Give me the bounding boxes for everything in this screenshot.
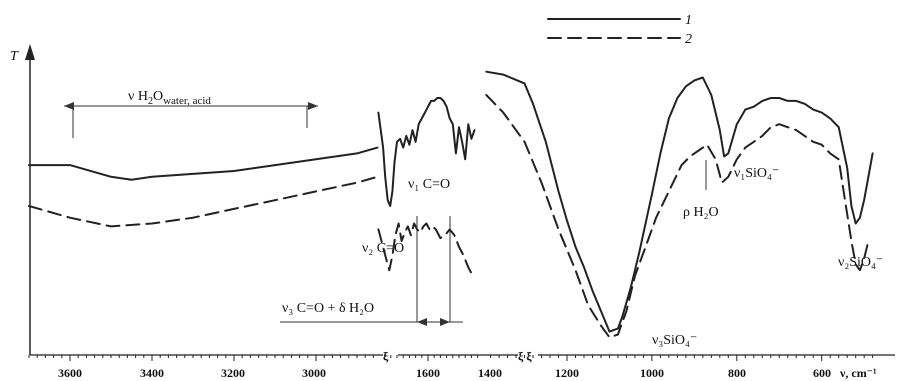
tick-600: 600: [813, 366, 831, 380]
tick-1400: 1400: [478, 366, 502, 380]
series-1-segment-2: [377, 97, 476, 207]
axis-break-1: ξ: [383, 349, 389, 363]
y-axis-label: T: [10, 49, 19, 64]
axis-break-2: ξ ξ: [518, 349, 532, 363]
annotation-v3-co: ν₃ C=O + δ H₂O: [282, 301, 374, 316]
tick-1000: 1000: [640, 366, 664, 380]
series-2-segment-2: [377, 222, 476, 278]
tick-3400: 3400: [140, 366, 164, 380]
y-axis-arrow: [25, 44, 35, 60]
water-acid-arrow-right: [308, 102, 318, 110]
annotation-v3-sio4: ν₃SiO₄⁻: [652, 333, 697, 348]
annotation-v2-co: ν₂ C=O: [362, 241, 404, 256]
tick-3000: 3000: [302, 366, 326, 380]
annotation-v2-sio4: ν₂SiO₄⁻: [838, 255, 883, 270]
v3co-arrow-2: [440, 318, 450, 326]
legend-2-label: 2: [685, 32, 692, 47]
v3co-arrow-1: [417, 318, 427, 326]
water-acid-arrow-left: [64, 102, 74, 110]
x-axis-minor-ticks: [28, 355, 874, 361]
tick-3200: 3200: [221, 366, 245, 380]
annotation-water-acid: ν H2Owater, acid: [64, 89, 318, 138]
x-axis-label: ν, cm⁻¹: [839, 366, 877, 380]
annotation-v1-co: ν₁ C=O: [408, 177, 450, 192]
series-1-curve: [28, 70, 874, 333]
series-2-segment-3: [485, 94, 870, 339]
water-acid-label: ν H2Owater, acid: [128, 89, 211, 107]
tick-3600: 3600: [58, 366, 82, 380]
series-1-segment-3: [485, 70, 874, 333]
legend-1-label: 1: [685, 13, 692, 28]
annotation-v1-sio4: ν₁SiO₄⁻: [734, 166, 779, 181]
legend: 1 2: [547, 13, 692, 47]
tick-1200: 1200: [555, 366, 579, 380]
tick-800: 800: [728, 366, 746, 380]
series-2-curve: [28, 94, 870, 339]
annotation-rho-h2o: ρ H₂O: [683, 205, 719, 220]
tick-1600: 1600: [416, 366, 440, 380]
series-2-segment-1: [28, 175, 379, 228]
series-1-segment-1: [28, 146, 379, 181]
annotation-v3-co-bracket: [280, 216, 463, 326]
